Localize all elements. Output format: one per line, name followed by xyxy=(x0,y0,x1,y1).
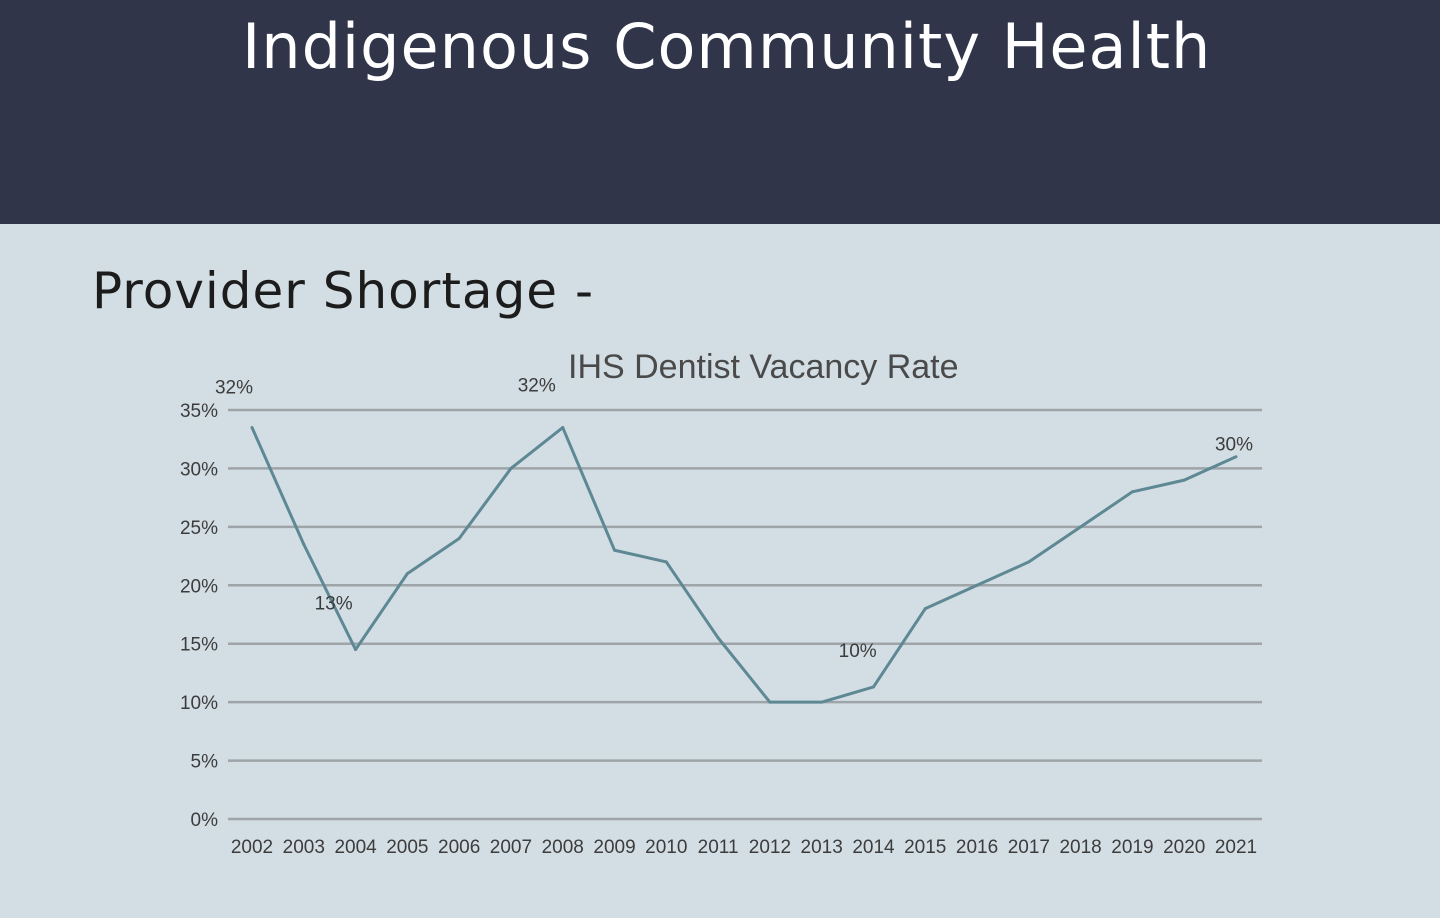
x-tick-label: 2012 xyxy=(749,837,791,858)
header-banner: Indigenous Community Health xyxy=(0,0,1440,224)
y-tick-label: 20% xyxy=(180,576,218,597)
data-label: 30% xyxy=(1215,435,1253,456)
data-point xyxy=(405,572,409,576)
data-label: 32% xyxy=(215,378,253,399)
chart-title: IHS Dentist Vacancy Rate xyxy=(568,348,959,386)
x-tick-label: 2004 xyxy=(334,837,377,858)
x-tick-label: 2019 xyxy=(1111,837,1153,858)
y-tick-label: 25% xyxy=(180,518,218,539)
x-tick-label: 2010 xyxy=(645,837,687,858)
x-tick-label: 2009 xyxy=(593,837,635,858)
x-tick-label: 2006 xyxy=(438,837,480,858)
content-area xyxy=(0,224,1440,918)
data-point xyxy=(664,560,668,564)
series-line xyxy=(250,426,1237,704)
data-label: 13% xyxy=(315,594,353,615)
data-label: 10% xyxy=(839,641,877,662)
data-point xyxy=(613,548,617,552)
y-tick-label: 30% xyxy=(180,459,218,480)
data-point xyxy=(457,537,461,541)
data-point xyxy=(716,636,720,640)
data-point xyxy=(820,700,824,704)
x-tick-label: 2017 xyxy=(1008,837,1050,858)
data-label: 32% xyxy=(518,376,556,397)
x-tick-label: 2003 xyxy=(283,837,325,858)
y-tick-label: 10% xyxy=(180,693,218,714)
y-tick-label: 35% xyxy=(180,401,218,422)
y-tick-label: 15% xyxy=(180,635,218,656)
data-point xyxy=(975,583,979,587)
data-point xyxy=(250,426,254,430)
x-tick-label: 2014 xyxy=(852,837,895,858)
data-point xyxy=(871,685,875,689)
x-tick-label: 2015 xyxy=(904,837,946,858)
data-point xyxy=(923,607,927,611)
data-point xyxy=(768,700,772,704)
x-tick-label: 2020 xyxy=(1163,837,1205,858)
x-tick-label: 2005 xyxy=(386,837,428,858)
data-point xyxy=(1027,560,1031,564)
data-point xyxy=(354,648,358,652)
data-point xyxy=(561,426,565,430)
data-point xyxy=(1130,490,1134,494)
x-tick-label: 2013 xyxy=(801,837,843,858)
x-tick-label: 2002 xyxy=(231,837,273,858)
x-tick-label: 2007 xyxy=(490,837,532,858)
data-point xyxy=(509,466,513,470)
x-tick-label: 2021 xyxy=(1215,837,1257,858)
section-title: Provider Shortage - xyxy=(92,262,595,320)
x-tick-label: 2011 xyxy=(698,837,739,858)
data-point xyxy=(1234,455,1238,459)
page-title: Indigenous Community Health xyxy=(242,10,1212,83)
data-point xyxy=(1182,478,1186,482)
data-point xyxy=(302,542,306,546)
y-tick-label: 0% xyxy=(191,810,219,831)
y-tick-label: 5% xyxy=(191,752,219,773)
data-point xyxy=(1079,525,1083,529)
x-tick-label: 2008 xyxy=(542,837,584,858)
x-tick-label: 2018 xyxy=(1059,837,1101,858)
x-tick-label: 2016 xyxy=(956,837,998,858)
